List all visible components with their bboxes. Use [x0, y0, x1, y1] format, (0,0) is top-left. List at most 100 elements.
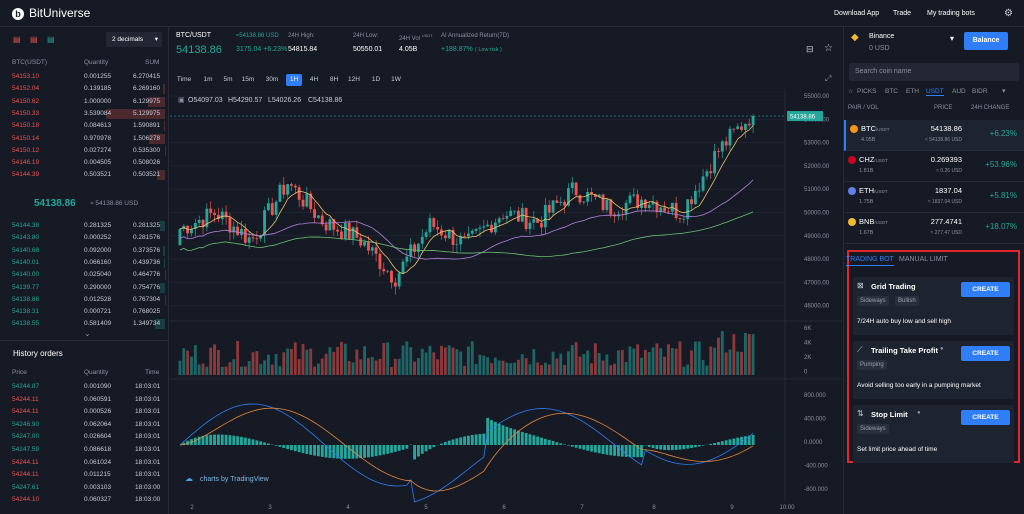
market-tab-btc[interactable]: BTC — [885, 88, 898, 95]
macd-histogram-bar — [340, 445, 343, 459]
timeframe-time[interactable]: Time — [176, 76, 192, 83]
book-icon[interactable]: ⊟ — [806, 44, 814, 54]
depth-bar — [148, 96, 165, 107]
star-filter-icon[interactable]: ☆ — [848, 89, 854, 95]
more-tabs-chevron-icon[interactable]: ▾ — [1002, 88, 1006, 95]
volume-tick: 6K — [804, 326, 811, 332]
app-name[interactable]: BitUniverse — [29, 6, 91, 20]
view-bids-icon[interactable]: ▤ — [47, 35, 55, 44]
timeframe-8h[interactable]: 8H — [329, 76, 339, 83]
timeframe-12h[interactable]: 12H — [348, 76, 360, 83]
macd-histogram-bar — [624, 445, 628, 457]
orderbook-row[interactable]: 54140.01 0.066160 0.439736 — [0, 257, 169, 269]
orderbook-row[interactable]: 54150.12 0.027274 0.535300 — [0, 145, 169, 157]
orderbook-row[interactable]: 54139.77 0.290000 0.754776 — [0, 282, 169, 294]
expand-chevron-icon[interactable]: ⌄ — [84, 329, 91, 338]
volume-bar — [401, 345, 405, 375]
timeframe-1d[interactable]: 1D — [371, 76, 381, 83]
header-change[interactable]: 24H CHANGE — [971, 105, 1010, 111]
star-icon[interactable]: ☆ — [824, 43, 833, 54]
market-tab-aud[interactable]: AUD — [952, 88, 966, 95]
gear-icon[interactable]: ⚙ — [1004, 8, 1013, 19]
exchange-chevron-icon[interactable]: ▾ — [950, 34, 955, 43]
row-price: 54146.19 — [12, 159, 40, 167]
price-chart[interactable]: 55000.0054000.0053000.0052000.0051000.00… — [170, 89, 842, 514]
pair-price: 54138.86 — [930, 124, 962, 133]
bot-name: Grid Trading — [871, 282, 916, 291]
volume-bar — [478, 354, 482, 375]
nav-download-app[interactable]: Download App — [834, 10, 880, 17]
market-tab-eth[interactable]: ETH — [906, 88, 919, 95]
view-asks-icon[interactable]: ▤ — [30, 35, 38, 44]
market-tab-picks[interactable]: PICKS — [857, 88, 877, 95]
macd-histogram-bar — [316, 445, 320, 457]
market-tab-usdt[interactable]: USDT — [926, 88, 944, 96]
timeframe-1h[interactable]: 1H — [286, 74, 302, 86]
orderbook-row[interactable]: 54144.39 0.503521 0.503521 — [0, 169, 169, 181]
orderbook-row[interactable]: 54153.10 0.001255 6.270415 — [0, 71, 169, 83]
balance-button[interactable]: Balance — [964, 32, 1008, 50]
orderbook-row[interactable]: 54144.38 0.281325 0.281325 — [0, 220, 169, 232]
bot-card-stop-limit[interactable]: ⇅ Stop Limit ● Sideways Set limit price ahea… — [853, 405, 1014, 463]
candle-body — [667, 211, 670, 213]
nav-my-trading-bots[interactable]: My trading bots — [927, 10, 975, 17]
orderbook-row[interactable]: 54138.31 0.000721 0.768025 — [0, 306, 169, 318]
pair-row-chz[interactable]: CHZ/USDT 1.81B 0.269393 ≈ 0.26 USD +53.96% — [844, 151, 1024, 182]
nav-trade[interactable]: Trade — [893, 10, 912, 17]
macd-histogram-bar — [728, 439, 732, 445]
row-price: 54140.00 — [12, 271, 40, 279]
orderbook-row[interactable]: 54138.86 0.012528 0.767304 — [0, 294, 169, 306]
create-button[interactable]: CREATE — [961, 282, 1010, 297]
candle-body — [697, 190, 701, 192]
market-tab-bidr[interactable]: BIDR — [972, 88, 988, 95]
orderbook-row[interactable]: 54150.33 3.539084 5.129975 — [0, 108, 169, 120]
row-quantity: 0.025040 — [84, 271, 112, 279]
orderbook-row[interactable]: 54150.62 1.000000 6.129975 — [0, 96, 169, 108]
timeframe-15m[interactable]: 15m — [241, 76, 255, 83]
timeframe-1w[interactable]: 1W — [391, 76, 401, 83]
info-icon[interactable]: ● — [917, 410, 921, 416]
candle-body — [359, 237, 363, 246]
orderbook-row[interactable]: 54150.18 0.084613 1.590891 — [0, 120, 169, 132]
candle-body — [197, 219, 201, 223]
pair-row-btc[interactable]: BTC/USDT 4.05B 54138.86 ≈ 54138.86 USD +6.23… — [844, 120, 1024, 151]
orderbook-row[interactable]: 54138.55 0.581409 1.349734 — [0, 318, 169, 330]
row-price: 54140.01 — [12, 258, 40, 266]
macd-histogram-bar — [582, 445, 586, 450]
view-both-icon[interactable]: ▤ — [13, 35, 21, 44]
info-icon[interactable]: ● — [940, 346, 944, 352]
macd-histogram-bar — [336, 445, 340, 459]
volume-bar — [297, 359, 301, 375]
pair-row-eth[interactable]: ETH/USDT 1.75B 1837.04 ≈ 1837.04 USD +5.81% — [844, 182, 1024, 213]
timeframe-5m[interactable]: 5m — [223, 76, 233, 83]
decimals-select[interactable]: 2 decimals ▾ — [106, 32, 162, 47]
timeframe-30m[interactable]: 30m — [265, 76, 279, 83]
orderbook-row[interactable]: 54140.00 0.025040 0.464776 — [0, 269, 169, 281]
timeframe-4h[interactable]: 4H — [309, 76, 319, 83]
search-input[interactable]: Search coin name — [849, 63, 1019, 81]
tab-trading-bot[interactable]: TRADING BOT — [846, 256, 894, 266]
create-button[interactable]: CREATE — [961, 346, 1010, 361]
volume-bar — [524, 358, 528, 375]
candle-body — [193, 222, 197, 229]
tab-manual-limit[interactable]: MANUAL LIMIT — [899, 256, 948, 263]
orderbook-row[interactable]: 54150.14 0.970978 1.506278 — [0, 133, 169, 145]
history-time: 18:03:01 — [135, 433, 161, 441]
volume-bar — [543, 362, 547, 375]
header-pair-vol[interactable]: PAIR / VOL — [848, 105, 879, 111]
candle-body — [451, 229, 455, 245]
bot-card-trailing-take-profit[interactable]: ⟋ Trailing Take Profit ● Pumping Avoid selli… — [853, 341, 1014, 399]
fullscreen-icon[interactable]: ⤢ — [825, 74, 832, 83]
candle-body — [255, 238, 259, 240]
orderbook-row[interactable]: 54146.19 0.004505 0.508026 — [0, 157, 169, 169]
timeframe-1m[interactable]: 1m — [203, 76, 213, 83]
pair-row-bnb[interactable]: BNB/USDT 1.67B 277.4741 ≈ 277.47 USD +18.07% — [844, 213, 1024, 244]
orderbook-row[interactable]: 54143.80 0.000252 0.281576 — [0, 232, 169, 244]
header-price[interactable]: PRICE — [934, 105, 953, 111]
orderbook-row[interactable]: 54152.04 0.139185 6.269160 — [0, 83, 169, 95]
bot-card-grid-trading[interactable]: ⊠ Grid Trading Sideways Bullish 7/24H auto b… — [853, 277, 1014, 335]
create-button[interactable]: CREATE — [961, 410, 1010, 425]
candle-body — [401, 261, 405, 274]
orderbook-row[interactable]: 54140.68 0.092000 0.373576 — [0, 245, 169, 257]
row-sum: 1.349734 — [133, 320, 161, 328]
